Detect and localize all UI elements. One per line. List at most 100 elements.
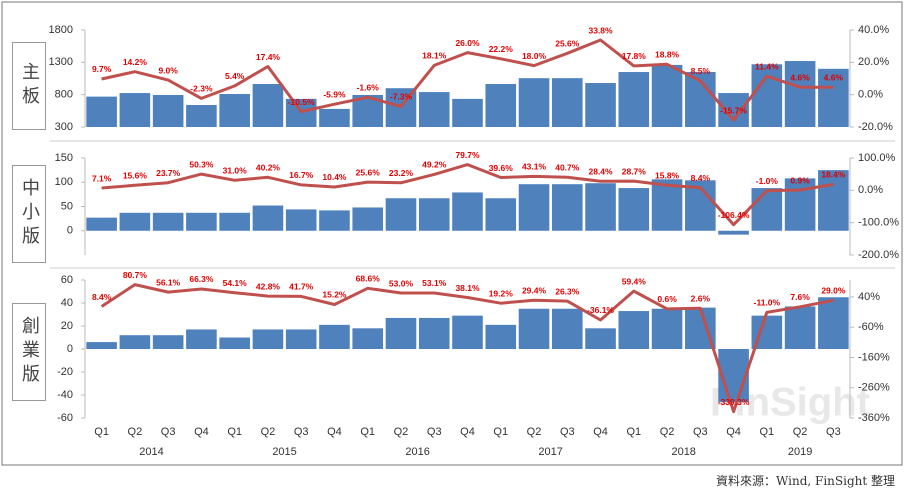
data-label: -11.0% (754, 298, 781, 308)
data-label: 40.2% (256, 163, 281, 173)
x-tick-label: Q4 (593, 426, 608, 438)
bar (385, 198, 417, 231)
data-label: 38.1% (455, 283, 480, 293)
data-label: 49.2% (422, 160, 447, 170)
data-label: 29.4% (522, 285, 547, 295)
bar (252, 329, 284, 349)
y-tick-label: -60 (57, 412, 73, 424)
data-label: 9.7% (92, 64, 112, 74)
bar (651, 308, 683, 349)
data-label: 50.3% (189, 159, 214, 169)
bar (86, 217, 117, 231)
y-tick-label: 100 (55, 176, 73, 188)
y2-tick-label: -200.0% (858, 249, 899, 261)
data-label: 14.2% (123, 57, 148, 67)
bar (352, 207, 384, 231)
data-label: 42.8% (256, 281, 281, 291)
data-label: 0.9% (790, 175, 810, 185)
data-label: 56.1% (156, 277, 181, 287)
source-note: 資料來源：Wind, FinSight 整理 (716, 474, 895, 488)
data-label: 28.7% (622, 166, 647, 176)
data-label: 25.6% (555, 39, 580, 49)
y2-tick-label: 20.0% (858, 56, 889, 68)
x-tick-label: Q1 (626, 426, 641, 438)
bar (418, 92, 450, 127)
data-label: 17.8% (622, 51, 647, 61)
y-tick-label: 150 (55, 152, 73, 164)
data-label: 53.0% (389, 278, 414, 288)
bar (452, 192, 483, 231)
y2-tick-label: 0.0% (858, 184, 883, 196)
bar (585, 183, 616, 231)
line (101, 163, 834, 227)
data-label: 68.6% (356, 274, 381, 284)
y2-tick-label: -60% (858, 321, 884, 333)
data-label: 7.1% (92, 173, 112, 183)
data-label: 2.6% (691, 294, 711, 304)
data-label: -2.3% (190, 84, 213, 94)
data-label: 80.7% (123, 270, 148, 280)
x-tick-label: Q2 (261, 426, 276, 438)
data-label: 4.6% (824, 72, 844, 82)
bar (784, 178, 816, 231)
data-label: 8.5% (691, 66, 711, 76)
bar (651, 64, 683, 127)
y-tick-label: 1300 (49, 56, 73, 68)
bar (152, 94, 184, 127)
bar (319, 108, 350, 127)
x-tick-label: Q2 (527, 426, 542, 438)
data-label: 17.4% (256, 52, 281, 62)
data-label: -7.3% (390, 92, 413, 102)
data-label: 53.1% (422, 278, 447, 288)
data-label: 0.6% (657, 294, 677, 304)
bar (651, 179, 683, 231)
panel-label: 主板 (12, 42, 46, 130)
data-label: 18.1% (422, 51, 447, 61)
y-tick-label: 0 (67, 343, 73, 355)
data-label: 16.7% (289, 170, 314, 180)
bar (319, 210, 350, 231)
x-tick-label: Q4 (194, 426, 209, 438)
data-label: 5.4% (225, 71, 245, 81)
bar (784, 306, 816, 349)
x-tick-label: Q4 (460, 426, 475, 438)
data-label: 33.8% (588, 25, 613, 35)
x-tick-label: Q3 (693, 426, 708, 438)
y-tick-label: -20 (57, 366, 73, 378)
x-tick-label: Q3 (161, 426, 176, 438)
data-label: -1.6% (357, 83, 380, 93)
data-label: -10.5% (288, 97, 315, 107)
bar (551, 78, 583, 127)
bar (551, 184, 583, 231)
bar (86, 342, 117, 349)
bar (186, 329, 217, 349)
bar (818, 170, 849, 231)
bar (418, 317, 450, 349)
bar (751, 188, 783, 231)
data-label: 25.6% (356, 167, 381, 177)
x-tick-label: Q2 (128, 426, 143, 438)
data-label: 26.0% (455, 38, 480, 48)
data-label: 66.3% (189, 274, 214, 284)
bar (285, 329, 317, 349)
x-tick-label: Q1 (94, 426, 109, 438)
bar (119, 212, 151, 231)
data-label: 19.2% (489, 288, 514, 298)
bar (252, 205, 284, 231)
data-label: 7.6% (790, 292, 810, 302)
bar (319, 324, 350, 349)
data-label: 18.4% (821, 170, 846, 180)
y-tick-label: 0 (67, 225, 73, 237)
bar (452, 315, 483, 349)
data-label: 11.4% (755, 61, 779, 71)
data-label: 41.7% (289, 282, 314, 292)
data-label: 26.3% (555, 286, 580, 296)
data-label: 4.6% (790, 72, 810, 82)
data-label: 15.2% (322, 290, 347, 300)
y-tick-label: 300 (55, 121, 73, 133)
x-tick-label: Q2 (793, 426, 808, 438)
data-label: 54.1% (223, 278, 248, 288)
data-label: 39.6% (489, 163, 514, 173)
data-label: -339.3% (718, 397, 750, 407)
